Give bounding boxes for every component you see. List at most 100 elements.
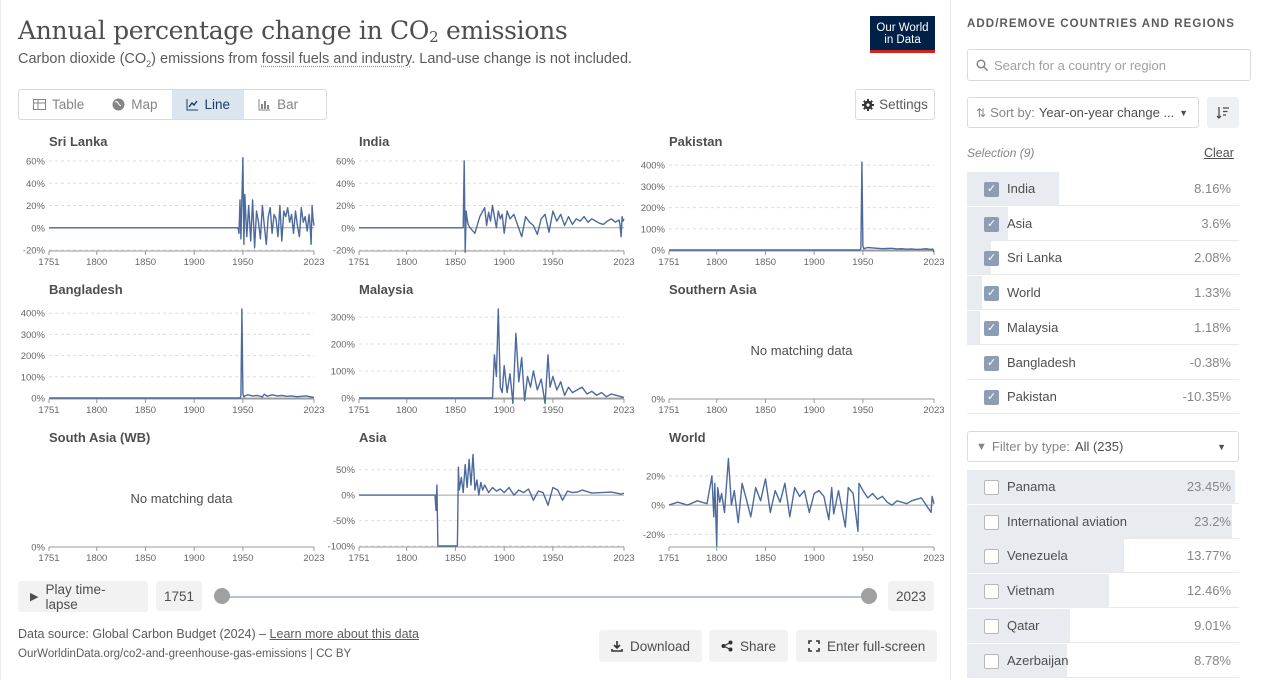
list-item-malaysia[interactable]: Malaysia 1.18% [967, 310, 1239, 345]
list-item-asia[interactable]: Asia 3.6% [967, 206, 1239, 241]
item-name: India [1007, 181, 1036, 196]
filter-type-dropdown[interactable]: ▼ Filter by type: All (235) ▼ [967, 431, 1239, 462]
y-tick-label: 20% [336, 201, 356, 212]
checkbox[interactable] [984, 251, 999, 267]
list-item-world[interactable]: World 1.33% [967, 276, 1239, 311]
panel-title: Bangladesh [49, 282, 123, 297]
gear-icon [862, 98, 875, 111]
list-item-qatar[interactable]: Qatar 9.01% [967, 608, 1239, 643]
checkbox[interactable] [984, 320, 999, 336]
globe-icon [112, 98, 125, 111]
tab-table[interactable]: Table [19, 90, 98, 119]
series-line-world [668, 457, 935, 547]
item-name: Pakistan [1007, 389, 1057, 405]
y-tick-label: 200% [331, 340, 356, 351]
list-item-azerbaijan[interactable]: Azerbaijan 8.78% [967, 643, 1239, 678]
x-tick-label: 1900 [804, 553, 825, 564]
x-tick-label: 1751 [658, 257, 679, 268]
item-name: Bangladesh [1007, 354, 1076, 370]
list-item-panama[interactable]: Panama 23.45% [967, 470, 1239, 504]
x-tick-label: 1900 [184, 257, 205, 268]
list-item-venezuela[interactable]: Venezuela 13.77% [967, 539, 1239, 574]
play-timelapse-button[interactable]: ▶ Play time-lapse [18, 581, 148, 612]
x-tick-label: 1850 [755, 257, 776, 268]
list-item-india[interactable]: India 8.16% [967, 172, 1239, 206]
x-tick-label: 1850 [755, 553, 776, 564]
list-item-international-aviation[interactable]: International aviation 23.2% [967, 504, 1239, 539]
list-item-pakistan[interactable]: Pakistan -10.35% [967, 380, 1239, 415]
item-name: Qatar [1007, 617, 1040, 633]
y-tick-label: -20% [643, 530, 666, 541]
x-tick-label: 2023 [613, 257, 634, 268]
small-multiples-grid: Sri Lanka -20% 0% 20% 40% 60% 1751 1800 1850 1900… [21, 134, 945, 564]
checkbox[interactable] [984, 390, 999, 406]
share-icon [721, 640, 733, 652]
tab-map[interactable]: Map [98, 90, 171, 119]
checkbox[interactable] [984, 480, 999, 495]
panel-sri-lanka: Sri Lanka -20% 0% 20% 40% 60% 1751 1800 1850 1900… [23, 134, 325, 268]
x-tick-label: 2023 [613, 553, 634, 564]
learn-more-link[interactable]: Learn more about this data [269, 627, 419, 641]
checkbox[interactable] [984, 216, 999, 232]
sort-dropdown[interactable]: ⇅ Sort by: Year-on-year change ... ▼ [967, 97, 1199, 128]
checkbox[interactable] [984, 584, 999, 600]
fullscreen-button[interactable]: Enter full-screen [796, 630, 938, 662]
x-tick-label: 1900 [494, 257, 515, 268]
timeline-start-handle[interactable] [214, 588, 230, 604]
list-item-vietnam[interactable]: Vietnam 12.46% [967, 574, 1239, 609]
x-tick-label: 1900 [804, 405, 825, 416]
footer-url[interactable]: OurWorldinData.org/co2-and-greenhouse-ga… [18, 648, 352, 660]
tab-bar[interactable]: Bar [244, 90, 312, 119]
item-value: 9.01% [1194, 617, 1231, 633]
panel-title: India [359, 134, 390, 149]
y-tick-label: 400% [21, 309, 46, 320]
download-button[interactable]: Download [599, 630, 703, 662]
tab-line[interactable]: Line [171, 90, 245, 119]
chevron-down-icon: ▼ [1179, 107, 1188, 118]
checkbox[interactable] [984, 549, 999, 565]
timeline-end-handle[interactable] [861, 588, 877, 604]
owid-logo[interactable]: Our World in Data [870, 16, 935, 53]
expand-icon [808, 640, 820, 652]
checkbox[interactable] [984, 286, 999, 302]
list-item-bangladesh[interactable]: Bangladesh -0.38% [967, 346, 1239, 380]
sidebar-heading: ADD/REMOVE COUNTRIES AND REGIONS [967, 18, 1235, 30]
end-year-label: 2023 [888, 581, 935, 611]
x-tick-label: 1850 [135, 257, 156, 268]
y-tick-label: 100% [21, 372, 46, 383]
x-tick-label: 1950 [542, 553, 563, 564]
y-tick-label: 100% [641, 224, 666, 235]
selection-count: Selection (9) [967, 146, 1035, 160]
checkbox[interactable] [984, 514, 999, 530]
panel-malaysia: Malaysia 0% 100% 200% 300% 1751 1800 1850 1900 19… [331, 282, 635, 416]
y-tick-label: 0% [651, 501, 665, 512]
share-button[interactable]: Share [709, 630, 789, 662]
no-data-message: No matching data [751, 343, 854, 358]
x-tick-label: 1800 [706, 405, 727, 416]
y-tick-label: 50% [336, 465, 356, 476]
item-value: 8.78% [1194, 652, 1231, 668]
y-tick-label: 0% [651, 395, 665, 406]
series-line-sri-lanka [49, 157, 315, 249]
checkbox[interactable] [984, 653, 999, 669]
search-input[interactable]: Search for a country or region [967, 49, 1251, 81]
item-value: -0.38% [1189, 354, 1231, 370]
x-tick-label: 1950 [232, 553, 253, 564]
fossil-fuels-link[interactable]: fossil fuels and industry [261, 51, 412, 67]
checkbox[interactable] [984, 355, 999, 371]
y-tick-label: 0% [31, 543, 45, 554]
x-tick-label: 1900 [184, 553, 205, 564]
list-item-sri-lanka[interactable]: Sri Lanka 2.08% [967, 241, 1239, 276]
x-tick-label: 1950 [852, 405, 873, 416]
x-tick-label: 1950 [232, 257, 253, 268]
clear-selection-button[interactable]: Clear [1204, 146, 1234, 160]
item-name: Panama [1007, 479, 1056, 494]
y-tick-label: 20% [26, 201, 46, 212]
item-value: 3.6% [1201, 215, 1231, 231]
settings-button[interactable]: Settings [855, 89, 935, 120]
checkbox[interactable] [984, 618, 999, 634]
timeline-track[interactable] [222, 596, 869, 598]
sort-order-button[interactable] [1207, 97, 1239, 128]
y-tick-label: 300% [641, 182, 666, 193]
checkbox[interactable] [984, 182, 999, 197]
